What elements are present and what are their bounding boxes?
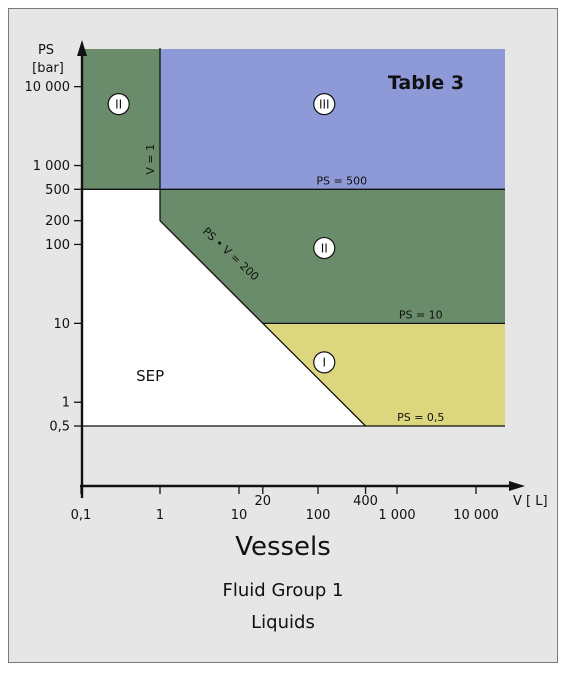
y-tick-label: 100 bbox=[45, 238, 70, 253]
region-label-circle bbox=[107, 93, 130, 116]
y-tick-label: 0,5 bbox=[49, 420, 70, 435]
boundary-label-ps-10: PS = 10 bbox=[399, 308, 443, 321]
axes-layer bbox=[77, 40, 525, 498]
region-label-ii: II bbox=[321, 241, 328, 255]
x-tick-label: 1 000 bbox=[378, 508, 415, 523]
x-tick-label: 400 bbox=[353, 494, 378, 509]
y-axis-label-unit: [bar] bbox=[32, 61, 64, 76]
boundary-lines-layer bbox=[82, 48, 505, 427]
boundary-ps-v-200-a bbox=[159, 220, 264, 324]
x-tick-label: 20 bbox=[255, 494, 272, 509]
region-ii-left bbox=[82, 49, 160, 190]
chart-heading: Vessels bbox=[235, 532, 331, 562]
boundary-label-ps-0-5: PS = 0,5 bbox=[397, 411, 444, 424]
region-label-sep: SEP bbox=[136, 367, 164, 385]
region-iii bbox=[160, 49, 505, 190]
region-label-circle bbox=[313, 93, 336, 116]
y-tick-label: 10 bbox=[53, 317, 70, 332]
region-label-ii: II bbox=[115, 97, 122, 111]
regions-layer bbox=[82, 49, 505, 426]
y-tick-label: 200 bbox=[45, 214, 70, 229]
y-tick-label: 500 bbox=[45, 183, 70, 198]
x-axis-arrow bbox=[509, 481, 525, 491]
boundary-label-v-1: V = 1 bbox=[144, 144, 157, 175]
region-sep bbox=[82, 189, 366, 426]
x-tick-label: 10 000 bbox=[453, 508, 499, 523]
region-i bbox=[262, 323, 505, 426]
x-axis-label: V [ L] bbox=[513, 494, 548, 509]
y-tick-label: 1 bbox=[62, 396, 70, 411]
x-tick-label: 100 bbox=[306, 508, 331, 523]
chart-subtitle-liquids: Liquids bbox=[251, 612, 315, 633]
chart-title: Table 3 bbox=[388, 72, 464, 94]
boundary-label-ps-500: PS = 500 bbox=[316, 174, 367, 187]
y-axis-label-ps: PS bbox=[38, 43, 54, 58]
region-label-iii: III bbox=[319, 97, 330, 111]
region-ii-right bbox=[160, 189, 505, 324]
boundary-ps-v-200-b bbox=[262, 322, 367, 427]
region-label-circle bbox=[313, 236, 336, 260]
x-tick-label: 10 bbox=[231, 508, 248, 523]
region-label-i: I bbox=[322, 356, 326, 370]
chart-subtitle-fluid-group: Fluid Group 1 bbox=[222, 580, 344, 601]
region-label-circle bbox=[313, 351, 336, 374]
y-tick-label: 10 000 bbox=[25, 80, 71, 95]
y-tick-label: 1 000 bbox=[33, 159, 70, 174]
x-tick-label: 0,1 bbox=[71, 508, 92, 523]
y-axis-arrow bbox=[77, 40, 87, 56]
x-tick-label: 1 bbox=[156, 508, 164, 523]
